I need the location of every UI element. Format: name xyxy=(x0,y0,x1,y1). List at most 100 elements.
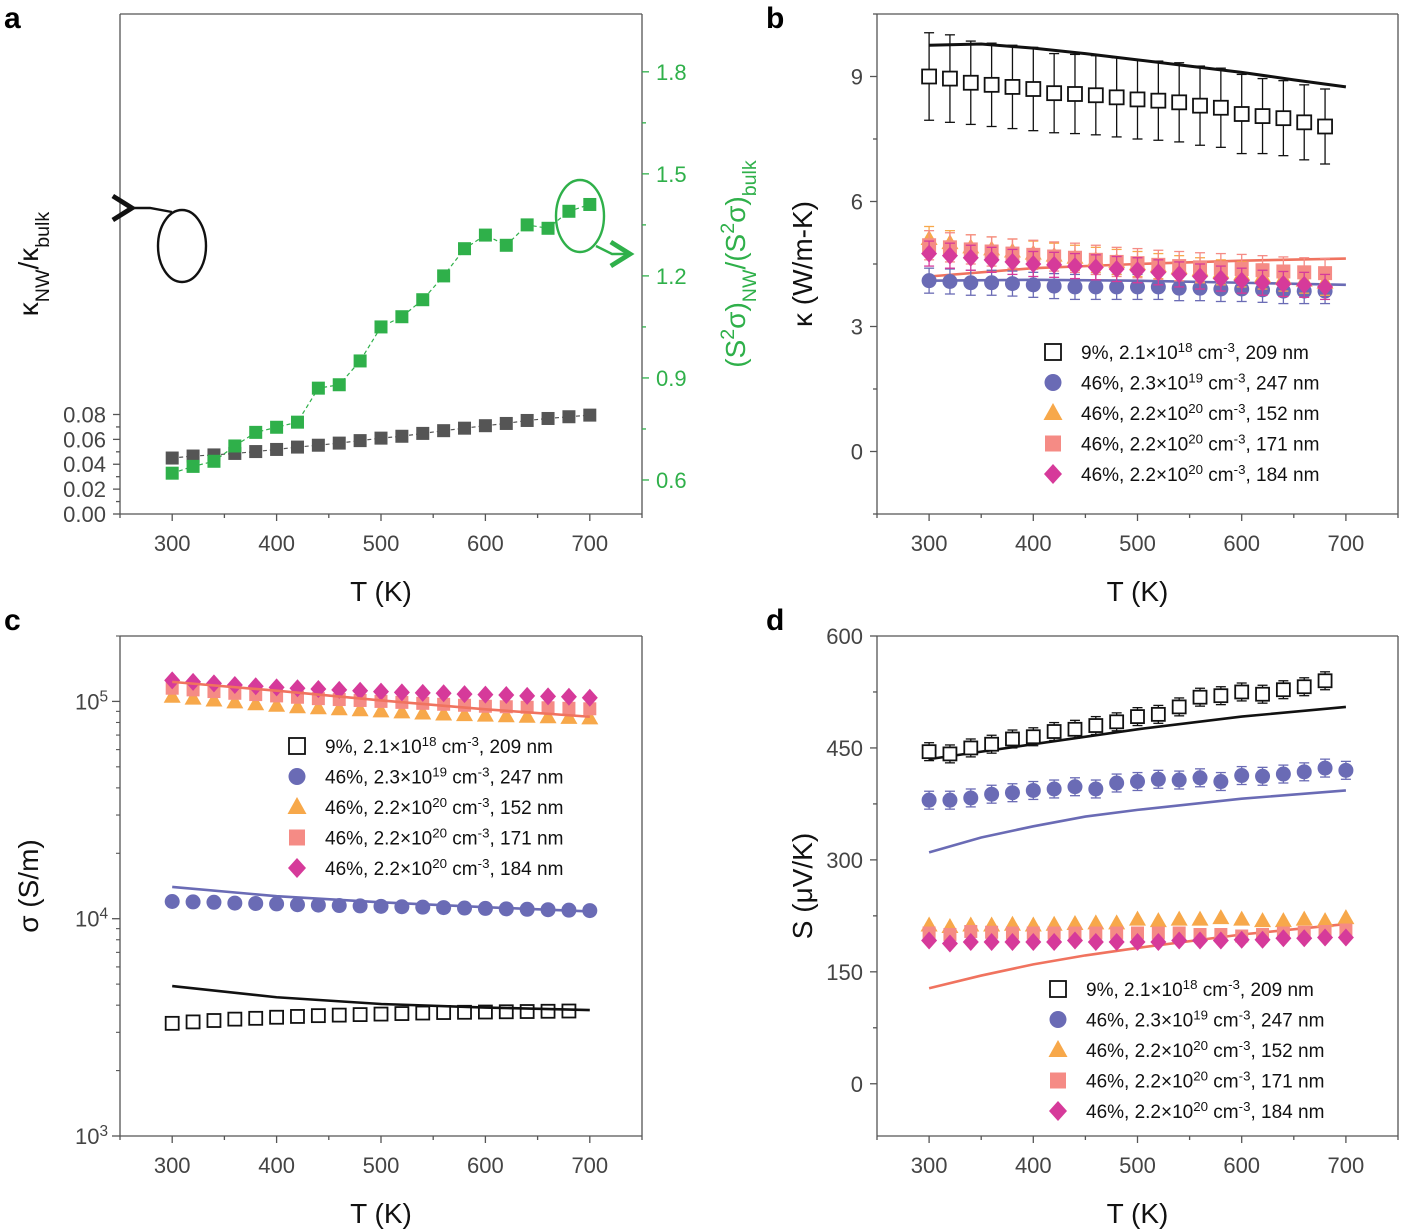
x-tick-label: 300 xyxy=(911,531,948,556)
data-point xyxy=(1318,266,1333,281)
data-point xyxy=(984,786,1000,802)
y-tick-label: 0.02 xyxy=(63,477,106,502)
fit-line xyxy=(172,984,590,1012)
text-run: /(S xyxy=(720,234,751,270)
legend-label: 46%, 2.2×1020 cm-3, 171 nm xyxy=(1081,431,1319,456)
data-point xyxy=(269,1009,285,1025)
x-tick-label: 400 xyxy=(258,1153,295,1178)
x-tick-label: 500 xyxy=(363,531,400,556)
data-point xyxy=(921,792,937,808)
text-run: 20 xyxy=(1193,1068,1208,1083)
text-run: cm xyxy=(1208,1072,1239,1093)
text-run: 46%, 2.2×10 xyxy=(1086,1072,1193,1093)
text-run: cm xyxy=(1203,374,1234,395)
panel-letter-c: c xyxy=(4,604,21,637)
data-point xyxy=(1170,910,1188,926)
text-run: 9%, 2.1×10 xyxy=(1086,980,1183,1001)
data-point xyxy=(249,425,263,439)
data-point xyxy=(1233,910,1251,926)
data-point xyxy=(478,228,492,242)
data-point xyxy=(1171,699,1187,715)
text-run: -3 xyxy=(1239,1038,1251,1053)
data-point xyxy=(539,708,557,724)
data-point xyxy=(520,218,534,232)
series-152nm xyxy=(163,687,599,725)
text-run: -3 xyxy=(1234,370,1246,385)
data-point xyxy=(499,238,513,252)
data-point xyxy=(352,681,369,700)
y-tick-label: 0.00 xyxy=(63,502,106,527)
data-point xyxy=(1025,277,1041,293)
text-run: -3 xyxy=(1239,1068,1251,1083)
data-point xyxy=(393,683,410,702)
data-point xyxy=(583,408,597,422)
data-point xyxy=(226,675,243,694)
legend-marker xyxy=(1050,1072,1066,1089)
data-point xyxy=(560,687,577,706)
data-point xyxy=(941,934,958,953)
text-run: cm xyxy=(1208,1041,1239,1062)
data-point xyxy=(185,1014,201,1030)
panel-letter-b: b xyxy=(766,2,784,35)
x-tick-label: 400 xyxy=(1015,531,1052,556)
data-point xyxy=(1046,781,1062,797)
data-point xyxy=(373,1006,389,1022)
data-point xyxy=(1004,932,1021,951)
y-tick-label: 300 xyxy=(826,848,863,873)
data-point xyxy=(1067,779,1083,795)
data-point xyxy=(165,466,179,480)
data-point xyxy=(332,378,346,392)
data-point xyxy=(458,242,472,256)
data-point xyxy=(983,250,1000,269)
text-run: 19 xyxy=(1193,1007,1208,1022)
data-point xyxy=(1317,760,1333,776)
text-run: -3 xyxy=(478,856,490,871)
data-point xyxy=(1088,781,1104,797)
data-point xyxy=(1213,688,1229,704)
data-point xyxy=(519,1004,535,1019)
y-tick-label: 6 xyxy=(851,190,863,215)
legend-marker xyxy=(289,829,305,846)
data-point xyxy=(1004,79,1021,95)
y-tick-label: 0.08 xyxy=(63,402,106,427)
x-tick-label: 500 xyxy=(1119,1153,1156,1178)
data-point xyxy=(1233,106,1250,122)
data-point xyxy=(921,68,937,85)
data-point xyxy=(458,421,472,435)
text-run: , 247 nm xyxy=(1245,374,1319,395)
series-9pct xyxy=(921,32,1333,165)
text-run: 20 xyxy=(1188,462,1203,477)
text-run: , 184 nm xyxy=(1245,465,1319,486)
text-run: 46%, 2.2×10 xyxy=(325,829,432,850)
series-184nm xyxy=(164,671,598,707)
data-point xyxy=(1337,928,1354,947)
data-point xyxy=(942,746,958,762)
text-run: , 209 nm xyxy=(1240,980,1314,1001)
x-tick-label: 700 xyxy=(1328,1153,1365,1178)
data-point xyxy=(477,685,494,704)
data-point xyxy=(248,1010,264,1026)
text-run: 46%, 2.2×10 xyxy=(1086,1041,1193,1062)
annotation-ellipse-left xyxy=(156,208,208,284)
data-point xyxy=(942,70,958,87)
data-point xyxy=(1192,97,1208,114)
text-run: , 152 nm xyxy=(489,798,563,819)
legend-marker xyxy=(288,768,306,785)
data-point xyxy=(1254,273,1271,292)
x-tick-label: 600 xyxy=(467,531,504,556)
text-run: 4 xyxy=(99,905,108,922)
text-run: -3 xyxy=(478,825,490,840)
data-point xyxy=(1150,279,1166,295)
data-point xyxy=(456,706,474,722)
text-run: , 171 nm xyxy=(1245,435,1319,456)
data-point xyxy=(206,894,222,910)
y-tick-label: 0.04 xyxy=(63,452,106,477)
text-run: σ (S/m) xyxy=(13,839,44,933)
right-y-axis-title: (S2σ)NW/(S2σ)bulk xyxy=(717,160,761,368)
data-point xyxy=(436,900,452,916)
data-point xyxy=(226,693,244,709)
text-run: cm xyxy=(1203,435,1234,456)
data-point xyxy=(1317,673,1333,689)
